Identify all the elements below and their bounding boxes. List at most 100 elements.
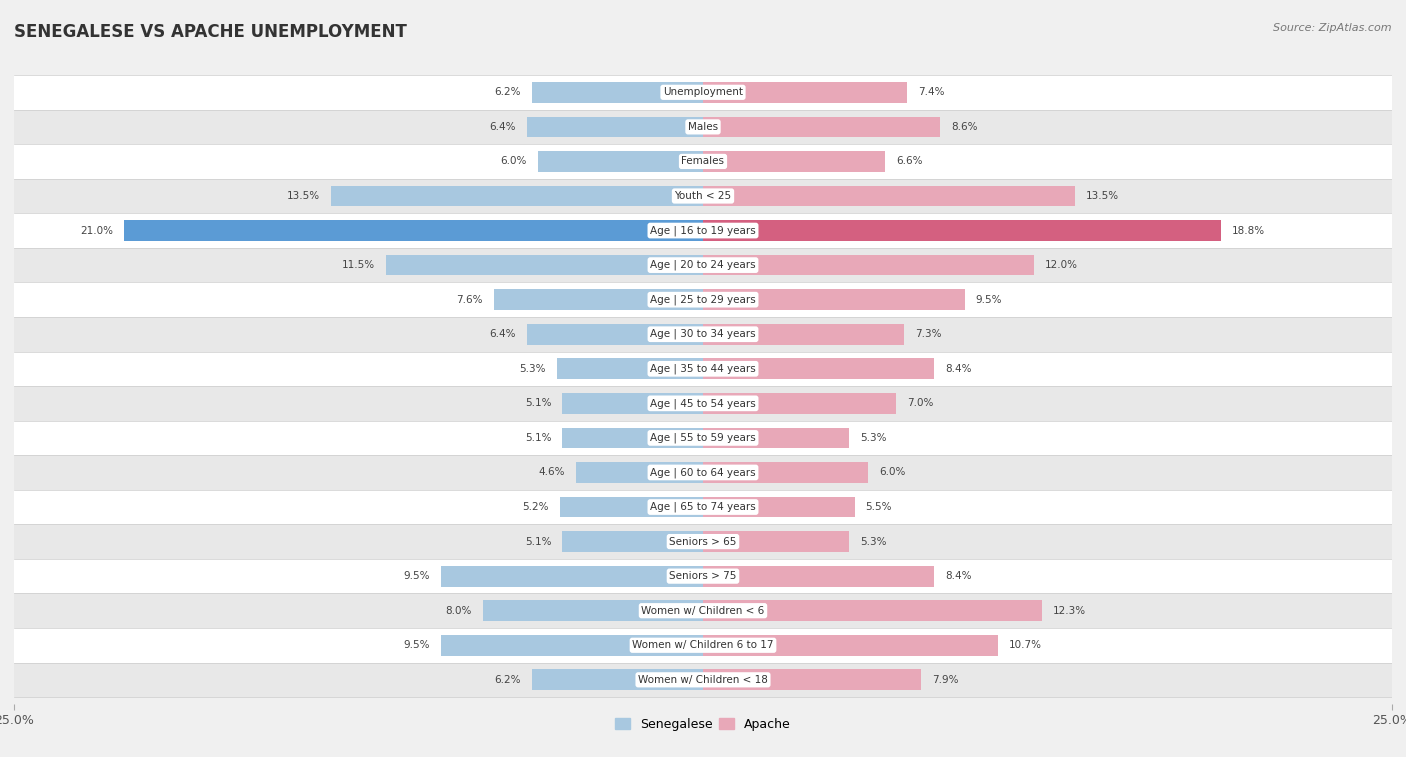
Text: Age | 20 to 24 years: Age | 20 to 24 years (650, 260, 756, 270)
Text: 7.6%: 7.6% (456, 294, 482, 304)
Text: 5.3%: 5.3% (519, 364, 546, 374)
Bar (482, 600, 703, 621)
Text: 11.5%: 11.5% (342, 260, 375, 270)
Bar (14, 662, 1392, 697)
Text: 8.0%: 8.0% (446, 606, 471, 615)
Bar (14, 75, 1392, 110)
Bar (703, 324, 904, 344)
Text: 6.2%: 6.2% (495, 87, 522, 98)
Text: Males: Males (688, 122, 718, 132)
Text: 7.4%: 7.4% (918, 87, 945, 98)
Text: 5.1%: 5.1% (524, 398, 551, 408)
Bar (703, 497, 855, 517)
Text: Youth < 25: Youth < 25 (675, 191, 731, 201)
Bar (537, 151, 703, 172)
Bar (531, 669, 703, 690)
Text: 8.6%: 8.6% (950, 122, 977, 132)
Bar (562, 393, 703, 414)
Bar (14, 248, 1392, 282)
Bar (703, 358, 935, 379)
Text: 7.0%: 7.0% (907, 398, 934, 408)
Bar (14, 213, 1392, 248)
Text: Age | 16 to 19 years: Age | 16 to 19 years (650, 226, 756, 236)
Text: Age | 65 to 74 years: Age | 65 to 74 years (650, 502, 756, 512)
Bar (703, 220, 1220, 241)
Bar (14, 559, 1392, 593)
Text: 5.5%: 5.5% (866, 502, 891, 512)
Bar (703, 635, 998, 656)
Text: Women w/ Children 6 to 17: Women w/ Children 6 to 17 (633, 640, 773, 650)
Bar (576, 462, 703, 483)
Text: 13.5%: 13.5% (1085, 191, 1119, 201)
Text: 7.9%: 7.9% (932, 674, 959, 685)
Text: Unemployment: Unemployment (664, 87, 742, 98)
Text: Age | 55 to 59 years: Age | 55 to 59 years (650, 433, 756, 443)
Text: 9.5%: 9.5% (404, 571, 430, 581)
Text: Seniors > 75: Seniors > 75 (669, 571, 737, 581)
Bar (703, 151, 884, 172)
Bar (562, 428, 703, 448)
Text: 6.0%: 6.0% (501, 157, 527, 167)
Bar (703, 565, 935, 587)
Bar (703, 255, 1033, 276)
Text: 4.6%: 4.6% (538, 468, 565, 478)
Bar (330, 185, 703, 207)
Bar (14, 144, 1392, 179)
Text: 8.4%: 8.4% (945, 571, 972, 581)
Text: 9.5%: 9.5% (404, 640, 430, 650)
Text: SENEGALESE VS APACHE UNEMPLOYMENT: SENEGALESE VS APACHE UNEMPLOYMENT (14, 23, 406, 41)
Bar (14, 179, 1392, 213)
Bar (14, 386, 1392, 421)
Bar (14, 282, 1392, 317)
Text: 5.3%: 5.3% (860, 537, 887, 547)
Bar (557, 358, 703, 379)
Text: 6.4%: 6.4% (489, 122, 516, 132)
Bar (14, 490, 1392, 525)
Bar (703, 117, 941, 137)
Bar (14, 421, 1392, 455)
Text: 5.3%: 5.3% (860, 433, 887, 443)
Bar (703, 82, 907, 103)
Text: Age | 45 to 54 years: Age | 45 to 54 years (650, 398, 756, 409)
Bar (124, 220, 703, 241)
Bar (703, 289, 965, 310)
Bar (562, 531, 703, 552)
Text: 21.0%: 21.0% (80, 226, 114, 235)
Bar (14, 317, 1392, 351)
Legend: Senegalese, Apache: Senegalese, Apache (610, 713, 796, 736)
Text: 6.4%: 6.4% (489, 329, 516, 339)
Text: 5.1%: 5.1% (524, 537, 551, 547)
Text: 9.5%: 9.5% (976, 294, 1002, 304)
Bar (703, 600, 1042, 621)
Bar (441, 635, 703, 656)
Text: 6.0%: 6.0% (879, 468, 905, 478)
Bar (14, 593, 1392, 628)
Bar (703, 669, 921, 690)
Bar (387, 255, 703, 276)
Text: 5.1%: 5.1% (524, 433, 551, 443)
Bar (527, 117, 703, 137)
Bar (14, 110, 1392, 144)
Bar (14, 525, 1392, 559)
Bar (494, 289, 703, 310)
Text: 12.3%: 12.3% (1053, 606, 1085, 615)
Text: 12.0%: 12.0% (1045, 260, 1078, 270)
Text: 6.6%: 6.6% (896, 157, 922, 167)
Bar (703, 462, 869, 483)
Text: 6.2%: 6.2% (495, 674, 522, 685)
Text: Source: ZipAtlas.com: Source: ZipAtlas.com (1274, 23, 1392, 33)
Text: Women w/ Children < 18: Women w/ Children < 18 (638, 674, 768, 685)
Bar (441, 565, 703, 587)
Text: 18.8%: 18.8% (1232, 226, 1265, 235)
Bar (14, 455, 1392, 490)
Text: 10.7%: 10.7% (1010, 640, 1042, 650)
Text: 7.3%: 7.3% (915, 329, 942, 339)
Text: Females: Females (682, 157, 724, 167)
Bar (703, 531, 849, 552)
Text: Seniors > 65: Seniors > 65 (669, 537, 737, 547)
Text: Age | 25 to 29 years: Age | 25 to 29 years (650, 294, 756, 305)
Text: Age | 60 to 64 years: Age | 60 to 64 years (650, 467, 756, 478)
Bar (531, 82, 703, 103)
Text: 8.4%: 8.4% (945, 364, 972, 374)
Bar (14, 628, 1392, 662)
